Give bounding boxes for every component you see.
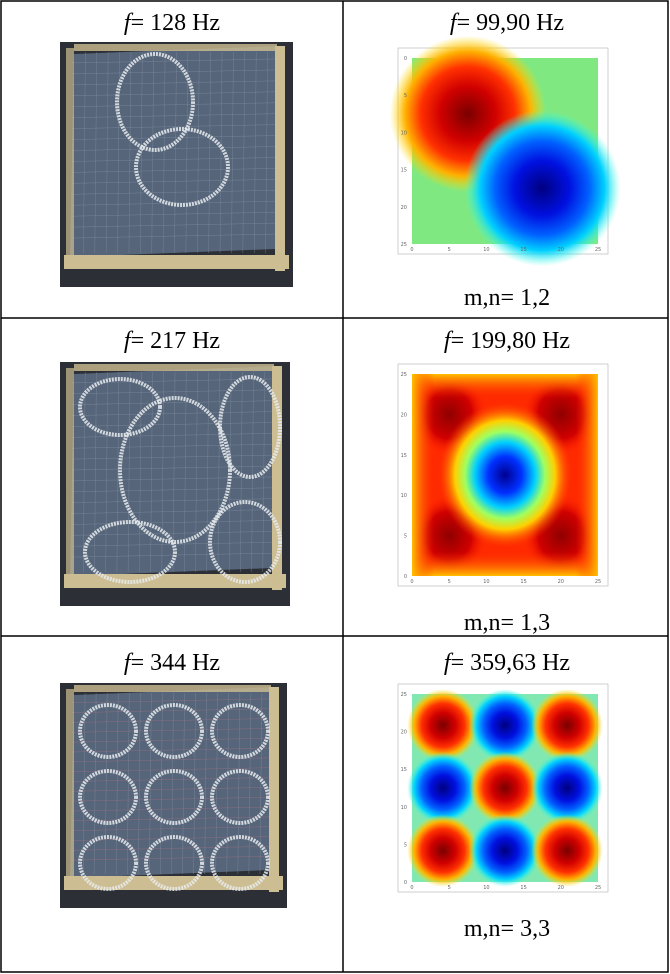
mode-plot: 0 5 10 15 20 25 0 5 10 15 20 25 [398, 364, 608, 586]
page: f= 128 Hzf= 99,90 Hz05101520250510152025… [0, 0, 670, 974]
frame [66, 689, 74, 884]
y-tick-label: 10 [401, 493, 407, 499]
x-tick-label: 0 [410, 885, 413, 891]
x-tick-label: 25 [595, 247, 601, 253]
frame [269, 687, 279, 892]
antinode [469, 815, 541, 887]
antinode [469, 689, 541, 761]
y-tick-label: 20 [401, 730, 407, 736]
frequency-value: = 217 Hz [131, 328, 221, 354]
x-tick-label: 10 [483, 885, 489, 891]
antinode [531, 815, 603, 887]
cell-heading: f= 199,80 Hz [444, 328, 570, 354]
plate-photo [60, 362, 290, 606]
mode-label: m,n= 3,3 [464, 916, 550, 942]
cell-heading: f= 344 Hz [124, 650, 220, 676]
frequency-value: = 99,90 Hz [457, 10, 565, 36]
frame [66, 48, 74, 263]
mesh [70, 687, 273, 878]
frame [66, 368, 74, 582]
y-tick-label: 0 [404, 56, 407, 62]
y-tick-label: 15 [401, 453, 407, 459]
y-tick-label: 20 [401, 205, 407, 211]
frame [74, 364, 274, 371]
y-tick-label: 0 [404, 880, 407, 886]
y-tick-label: 10 [401, 130, 407, 136]
plate-photo [60, 42, 293, 287]
mode-plot: 0 5 10 15 20 25 0 5 10 15 20 25 [398, 684, 608, 892]
antinode [407, 815, 479, 887]
antinode [464, 110, 620, 266]
x-tick-label: 5 [448, 579, 451, 585]
y-tick-label: 25 [401, 372, 407, 378]
plate-photo [60, 683, 287, 908]
x-tick-label: 25 [595, 579, 601, 585]
y-tick-label: 10 [401, 805, 407, 811]
y-tick-label: 15 [401, 168, 407, 174]
frequency-value: = 128 Hz [131, 10, 221, 36]
mode-label: m,n= 1,3 [464, 610, 550, 636]
x-tick-label: 20 [558, 247, 564, 253]
antinode [438, 402, 572, 547]
frequency-value: = 359,63 Hz [451, 650, 571, 676]
antinode [531, 689, 603, 761]
antinode [469, 752, 541, 824]
x-tick-label: 5 [448, 885, 451, 891]
antinode [407, 689, 479, 761]
x-tick-label: 10 [483, 247, 489, 253]
y-tick-label: 5 [404, 534, 407, 540]
x-tick-label: 15 [520, 579, 526, 585]
cell-heading: f= 359,63 Hz [444, 650, 570, 676]
x-tick-label: 25 [595, 885, 601, 891]
cell-heading: f= 99,90 Hz [450, 10, 564, 36]
x-tick-label: 10 [483, 579, 489, 585]
frequency-value: = 199,80 Hz [451, 328, 571, 354]
x-tick-label: 5 [448, 247, 451, 253]
frame [74, 685, 271, 692]
x-tick-label: 20 [558, 885, 564, 891]
x-tick-label: 0 [410, 579, 413, 585]
x-tick-label: 15 [520, 247, 526, 253]
cell-heading: f= 217 Hz [124, 328, 220, 354]
frame [64, 255, 289, 269]
y-tick-label: 20 [401, 412, 407, 418]
frame [275, 46, 285, 271]
cell-heading: f= 128 Hz [124, 10, 220, 36]
antinode [531, 752, 603, 824]
y-tick-label: 5 [404, 93, 407, 99]
mode-label: m,n= 1,2 [464, 285, 550, 311]
frequency-value: = 344 Hz [131, 650, 221, 676]
frame [74, 44, 277, 51]
x-tick-label: 20 [558, 579, 564, 585]
y-tick-label: 25 [401, 242, 407, 248]
x-tick-label: 0 [410, 247, 413, 253]
y-tick-label: 0 [404, 574, 407, 580]
x-tick-label: 15 [520, 885, 526, 891]
y-tick-label: 5 [404, 842, 407, 848]
y-tick-label: 15 [401, 767, 407, 773]
y-tick-label: 25 [401, 692, 407, 698]
antinode [407, 752, 479, 824]
